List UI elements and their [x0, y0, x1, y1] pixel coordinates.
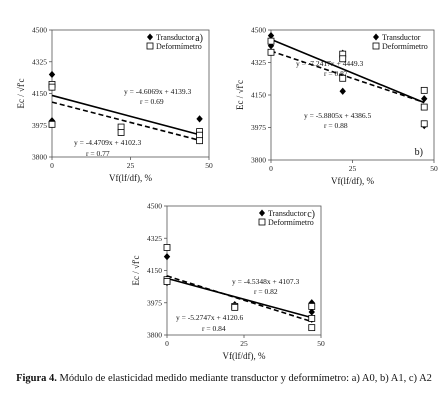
x-axis-label: Vf(lf/df), % [331, 176, 374, 186]
data-point-deformimetro [339, 74, 347, 82]
trendline-deformimetro [51, 101, 200, 142]
x-tick-label: 50 [430, 164, 438, 173]
chart-panel-a: 3800 3975 4150 4325 4500 0 25 50 Vf(lf/df), % Ec … [16, 26, 213, 184]
trend-equation: y = -5.8805x + 4386.5 [304, 111, 371, 120]
y-tick-label: 3800 [147, 331, 162, 340]
y-tick-label: 4500 [32, 26, 47, 35]
data-point-deformimetro [420, 120, 428, 128]
y-tick-label: 3800 [32, 153, 47, 162]
legend-marker-transductor [147, 33, 153, 41]
x-tick-label: 25 [349, 164, 357, 173]
y-axis-label: Ec / √f'c [235, 80, 245, 110]
legend-label: Transductor [156, 33, 195, 42]
data-point-transductor [163, 253, 171, 261]
data-point-deformimetro [117, 129, 125, 136]
trend-r-value: r = 0.77 [86, 149, 110, 158]
caption-label: Figura 4. [16, 373, 57, 384]
data-point-deformimetro [308, 303, 316, 310]
data-point-deformimetro [420, 103, 428, 111]
y-tick-label: 3975 [32, 121, 47, 130]
data-point-transductor [339, 87, 346, 95]
legend-label: Transductor [268, 209, 307, 218]
chart-panel-c: 3800 3975 4150 4325 4500 0 25 50 Vf(lf/df), % Ec … [131, 202, 325, 362]
y-tick-label: 4150 [251, 91, 266, 100]
data-point-deformimetro [267, 37, 275, 45]
y-axis-label: Ec / √f'c [131, 255, 141, 285]
trend-r-value: r = 0.69 [140, 97, 164, 106]
panel-label: b) [415, 147, 423, 158]
y-tick-label: 4325 [251, 58, 266, 67]
x-tick-label: 25 [127, 161, 135, 170]
chart-panel-b: 3800 3975 4150 4325 4500 0 25 50 Vf(lf/df), % Ec … [235, 26, 438, 187]
data-point-deformimetro [231, 303, 239, 311]
data-point-transductor [267, 31, 275, 40]
legend-label: Deformímetro [268, 218, 314, 227]
y-axis-label: Ec / √f'c [16, 78, 26, 108]
legend-marker-deformimetro [146, 42, 154, 50]
x-tick-label: 0 [269, 164, 273, 173]
legend-label: Deformímetro [382, 42, 428, 51]
panel-label: c) [307, 209, 315, 220]
panel-label: a) [195, 33, 203, 44]
y-tick-label: 3800 [251, 156, 266, 165]
trendline-deformimetro [166, 275, 313, 323]
y-tick-label: 4150 [147, 266, 162, 275]
data-point-transductor [48, 70, 56, 79]
trendline-deformimetro [270, 50, 425, 104]
trend-equation: y = -4.5348x + 4107.3 [232, 277, 299, 286]
trend-r-value: r = 0.82 [254, 287, 278, 296]
data-point-deformimetro [48, 83, 56, 91]
trend-equation: y = -4.6069x + 4139.3 [124, 87, 191, 96]
y-tick-label: 3975 [147, 298, 162, 307]
data-point-deformimetro [308, 324, 316, 332]
trendline-transductor [51, 94, 200, 136]
x-axis-label: Vf(lf/df), % [223, 351, 266, 361]
y-tick-label: 4325 [147, 234, 162, 243]
caption-text: Módulo de elasticidad medido mediante tr… [56, 373, 432, 384]
data-point-transductor [267, 42, 275, 50]
data-point-transductor [196, 115, 203, 123]
data-point-deformimetro [267, 48, 275, 56]
legend-marker-deformimetro [258, 218, 266, 226]
data-point-deformimetro [420, 86, 428, 94]
y-tick-label: 4500 [251, 26, 266, 35]
legend-marker-transductor [373, 33, 379, 41]
x-tick-label: 25 [240, 339, 248, 348]
x-tick-label: 0 [50, 161, 54, 170]
x-tick-label: 0 [165, 339, 169, 348]
x-tick-label: 50 [317, 339, 325, 348]
y-tick-label: 4150 [32, 89, 47, 98]
x-tick-label: 50 [205, 161, 213, 170]
data-point-deformimetro [308, 315, 316, 322]
trendline-transductor [270, 38, 425, 104]
data-point-deformimetro [339, 55, 347, 63]
y-tick-label: 4500 [147, 202, 162, 211]
x-axis-label: Vf(lf/df), % [109, 173, 152, 183]
y-tick-label: 3975 [251, 123, 266, 132]
legend-marker-deformimetro [372, 42, 380, 50]
legend-label: Deformímetro [156, 42, 202, 51]
trend-r-value: r = 0.88 [324, 121, 348, 130]
data-point-deformimetro [163, 278, 171, 285]
trend-r-value: r = 0.84 [202, 324, 226, 333]
trend-equation: y = -4.4709x + 4102.3 [74, 138, 141, 147]
trend-equation: y = -7.2417x + 4449.3 [296, 59, 363, 68]
figure-caption: Figura 4. Módulo de elasticidad medido m… [0, 372, 448, 386]
y-tick-label: 4325 [32, 57, 47, 66]
trend-r-value: r = 0.87 [324, 69, 348, 78]
data-point-deformimetro [163, 244, 171, 251]
trend-equation: y = -5.2747x + 4120.6 [176, 313, 243, 322]
legend-label: Transductor [382, 33, 421, 42]
data-point-deformimetro [48, 120, 56, 128]
legend-marker-transductor [259, 209, 265, 217]
data-point-deformimetro [196, 137, 203, 145]
